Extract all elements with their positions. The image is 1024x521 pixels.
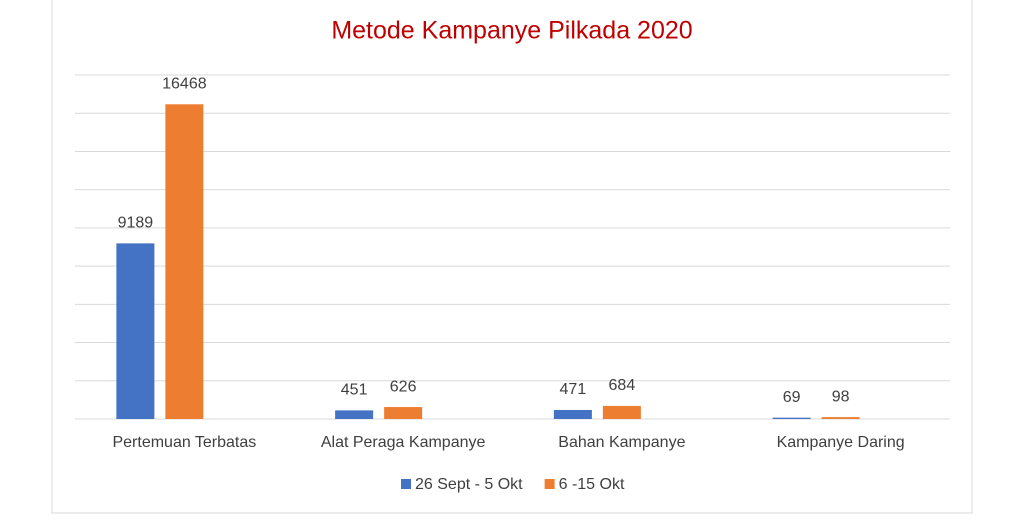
bar bbox=[116, 243, 155, 419]
chart-frame bbox=[51, 0, 973, 514]
data-label: 9189 bbox=[118, 215, 154, 232]
x-tick-label: Bahan Kampanye bbox=[558, 434, 685, 451]
data-label: 626 bbox=[390, 378, 417, 395]
x-tick-label: Pertemuan Terbatas bbox=[112, 434, 256, 451]
bar bbox=[553, 409, 592, 419]
legend-label: 26 Sept - 5 Okt bbox=[415, 476, 523, 493]
legend-swatch bbox=[544, 479, 555, 489]
data-label: 98 bbox=[832, 388, 850, 405]
x-tick-label: Kampanye Daring bbox=[777, 434, 905, 451]
data-label: 69 bbox=[783, 389, 801, 406]
legend-label: 6 -15 Okt bbox=[559, 476, 625, 493]
data-label: 16468 bbox=[162, 75, 207, 92]
chart-title: Metode Kampanye Pilkada 2020 bbox=[331, 17, 692, 45]
bar bbox=[335, 410, 374, 419]
bar bbox=[602, 405, 641, 419]
bar bbox=[165, 104, 204, 419]
bar bbox=[772, 417, 811, 419]
bar bbox=[821, 417, 860, 419]
data-label: 471 bbox=[560, 381, 587, 398]
bar bbox=[384, 407, 423, 419]
data-label: 684 bbox=[609, 377, 636, 394]
legend-swatch bbox=[401, 479, 411, 489]
data-label: 451 bbox=[341, 382, 368, 399]
x-tick-label: Alat Peraga Kampanye bbox=[321, 434, 486, 451]
